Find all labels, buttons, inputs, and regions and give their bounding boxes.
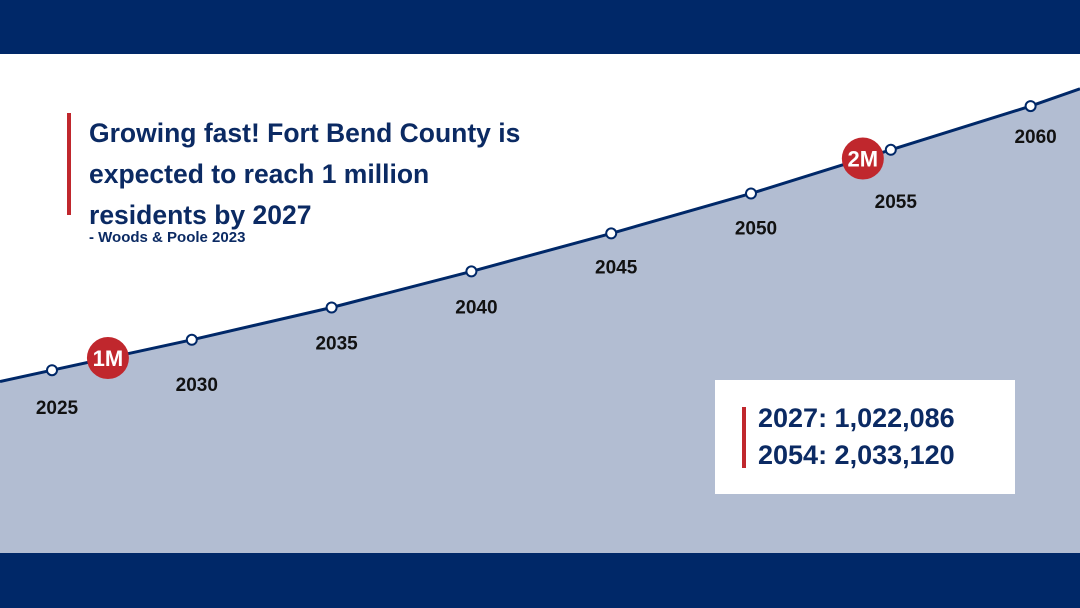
milestone-badge-2m bbox=[841, 137, 884, 180]
data-point-2045 bbox=[605, 227, 618, 240]
year-labels: 2025 2030 2035 2040 2045 2050 2055 2060 bbox=[36, 127, 1057, 419]
top-band bbox=[0, 0, 1080, 54]
milestone-label-1m: 1M bbox=[93, 346, 124, 371]
data-point-2050 bbox=[745, 187, 757, 200]
data-points bbox=[46, 100, 1037, 377]
milestones: 1M 2M bbox=[86, 137, 884, 380]
year-label-2050: 2050 bbox=[735, 219, 777, 240]
headline-line-3: residents by 2027 bbox=[89, 200, 312, 230]
year-label-2060: 2060 bbox=[1014, 127, 1056, 148]
year-label-2045: 2045 bbox=[595, 257, 638, 278]
year-label-2025: 2025 bbox=[36, 398, 79, 419]
headline: Growing fast! Fort Bend County is expect… bbox=[67, 113, 609, 230]
year-label-2055: 2055 bbox=[875, 192, 918, 213]
year-label-2035: 2035 bbox=[315, 334, 358, 355]
stats-box: 2027: 1,022,086 2054: 2,033,120 bbox=[715, 380, 1015, 494]
data-point-2060 bbox=[1024, 100, 1037, 113]
data-point-2030 bbox=[185, 333, 198, 346]
milestone-label-2m: 2M bbox=[848, 147, 879, 172]
headline-line-1: Growing fast! Fort Bend County is bbox=[89, 118, 521, 148]
data-point-2025 bbox=[46, 364, 58, 377]
stats-accent-bar bbox=[742, 407, 746, 468]
headline-line-2: expected to reach 1 million bbox=[89, 159, 430, 189]
milestone-badge-1m bbox=[86, 337, 129, 380]
data-point-2040 bbox=[465, 265, 478, 278]
milestone-1m: 1M bbox=[86, 337, 129, 380]
stats-text: 2027: 1,022,086 2054: 2,033,120 bbox=[758, 400, 955, 474]
stat-2027: 2027: 1,022,086 bbox=[758, 403, 955, 433]
stat-2054: 2054: 2,033,120 bbox=[758, 440, 955, 470]
data-point-2055 bbox=[884, 143, 897, 156]
source-citation: - Woods & Poole 2023 bbox=[89, 229, 246, 246]
year-label-2040: 2040 bbox=[455, 297, 497, 318]
year-label-2030: 2030 bbox=[176, 375, 218, 396]
data-point-2035 bbox=[325, 301, 338, 314]
bottom-band bbox=[0, 553, 1080, 608]
milestone-2m: 2M bbox=[841, 137, 884, 180]
